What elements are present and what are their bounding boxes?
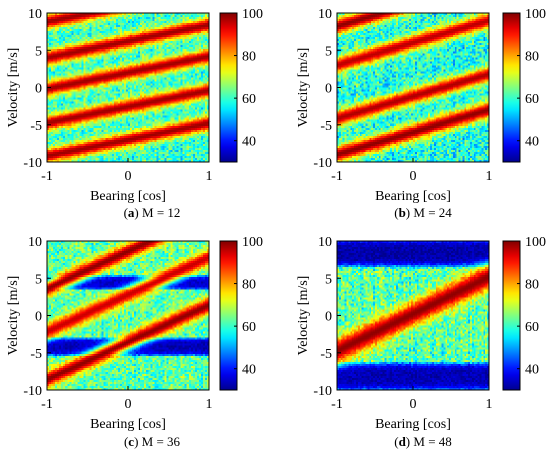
colorbar-tick-label: 60 xyxy=(242,92,256,107)
panel-caption: (d) M = 48 xyxy=(394,434,452,449)
x-axis-label: Bearing [cos] xyxy=(90,417,166,432)
colorbar-tick-label: 60 xyxy=(525,320,539,335)
x-tick-label: 0 xyxy=(410,169,417,184)
colorbar: 100 80 60 40 xyxy=(502,7,546,163)
y-axis-label: Velocity [m/s] xyxy=(6,48,21,128)
y-tick-label: 5 xyxy=(35,44,42,59)
colorbar-tick-label: 80 xyxy=(242,278,256,293)
x-tick-label: 0 xyxy=(410,397,417,412)
x-axis-label: Bearing [cos] xyxy=(375,417,451,432)
panel-letter: ( xyxy=(394,205,398,220)
colorbar-gradient xyxy=(219,240,238,391)
colorbar-tick-label: 100 xyxy=(525,7,546,22)
y-tick-label: -5 xyxy=(30,347,42,362)
x-axis-label: Bearing [cos] xyxy=(375,189,451,204)
colorbar-gradient xyxy=(502,12,521,163)
x-axis-label: Bearing [cos] xyxy=(90,189,166,204)
x-tick-label: -1 xyxy=(41,397,53,412)
y-tick-label: -5 xyxy=(30,119,42,134)
colorbar-tick-label: 40 xyxy=(525,363,539,378)
heatmap-image xyxy=(47,241,209,390)
colorbar-tick-label: 80 xyxy=(242,50,256,65)
y-tick-label: 0 xyxy=(325,82,332,97)
colorbar-tick-label: 80 xyxy=(525,50,539,65)
panel-letter: ( xyxy=(394,434,398,449)
panel-letter-bold: a xyxy=(128,205,135,220)
y-tick-label: 5 xyxy=(325,44,332,59)
y-axis-label: Velocity [m/s] xyxy=(6,276,21,356)
y-tick-label: 10 xyxy=(318,235,332,250)
x-tick-label: -1 xyxy=(331,169,343,184)
y-tick-label: -10 xyxy=(313,384,332,399)
panel-letter-close: ) xyxy=(406,205,414,220)
x-tick-label: 0 xyxy=(125,169,132,184)
y-tick-label: 5 xyxy=(325,272,332,287)
y-tick-label: -10 xyxy=(23,384,42,399)
panel-letter-bold: b xyxy=(399,205,406,220)
y-tick-label: -5 xyxy=(320,347,332,362)
colorbar: 100 80 60 40 xyxy=(502,235,546,391)
panel-caption-text: M = 24 xyxy=(413,205,452,220)
y-tick-label: -5 xyxy=(320,119,332,134)
y-tick-label: -10 xyxy=(23,156,42,171)
heatmap-image xyxy=(337,13,489,162)
y-axis-label: Velocity [m/s] xyxy=(296,48,311,128)
colorbar-tick-label: 60 xyxy=(242,320,256,335)
colorbar-gradient xyxy=(219,12,238,163)
heatmap-image xyxy=(337,241,489,390)
x-tick-label: 1 xyxy=(486,397,493,412)
y-tick-label: -10 xyxy=(313,156,332,171)
y-tick-label: 0 xyxy=(325,310,332,325)
y-tick-label: 0 xyxy=(35,310,42,325)
colorbar-tick-label: 40 xyxy=(242,363,256,378)
y-tick-label: 10 xyxy=(28,235,42,250)
panel-letter: ( xyxy=(124,434,128,449)
x-tick-label: 0 xyxy=(125,397,132,412)
panel-letter-bold: d xyxy=(399,434,407,449)
y-tick-label: 10 xyxy=(318,7,332,22)
panel-caption-text: M = 12 xyxy=(142,205,180,220)
colorbar-tick-label: 100 xyxy=(242,235,263,250)
x-tick-label: -1 xyxy=(41,169,53,184)
y-tick-label: 5 xyxy=(35,272,42,287)
colorbar-gradient xyxy=(502,240,521,391)
y-axis-label: Velocity [m/s] xyxy=(296,276,311,356)
x-tick-label: 1 xyxy=(206,397,213,412)
panel-letter: ( xyxy=(124,205,128,220)
panel-caption-text: M = 48 xyxy=(413,434,451,449)
colorbar-tick-label: 60 xyxy=(525,92,539,107)
colorbar: 100 80 60 40 xyxy=(219,235,263,391)
panel-letter-close: ) xyxy=(134,205,142,220)
panel-letter-close: ) xyxy=(406,434,414,449)
panel-caption-text: M = 36 xyxy=(142,434,181,449)
colorbar: 100 80 60 40 xyxy=(219,7,263,163)
panel-caption: (b) M = 24 xyxy=(394,205,452,220)
colorbar-tick-label: 100 xyxy=(242,7,263,22)
panel-caption: (a) M = 12 xyxy=(124,205,181,220)
heatmap-image xyxy=(47,13,209,162)
panel-letter-bold: c xyxy=(128,434,134,449)
x-tick-label: -1 xyxy=(331,397,343,412)
panel-letter-close: ) xyxy=(134,434,142,449)
x-tick-label: 1 xyxy=(206,169,213,184)
panel-caption: (c) M = 36 xyxy=(124,434,181,449)
colorbar-tick-label: 40 xyxy=(242,135,256,150)
y-tick-label: 10 xyxy=(28,7,42,22)
colorbar-tick-label: 100 xyxy=(525,235,546,250)
colorbar-tick-label: 80 xyxy=(525,278,539,293)
colorbar-tick-label: 40 xyxy=(525,135,539,150)
y-tick-label: 0 xyxy=(35,82,42,97)
x-tick-label: 1 xyxy=(486,169,493,184)
